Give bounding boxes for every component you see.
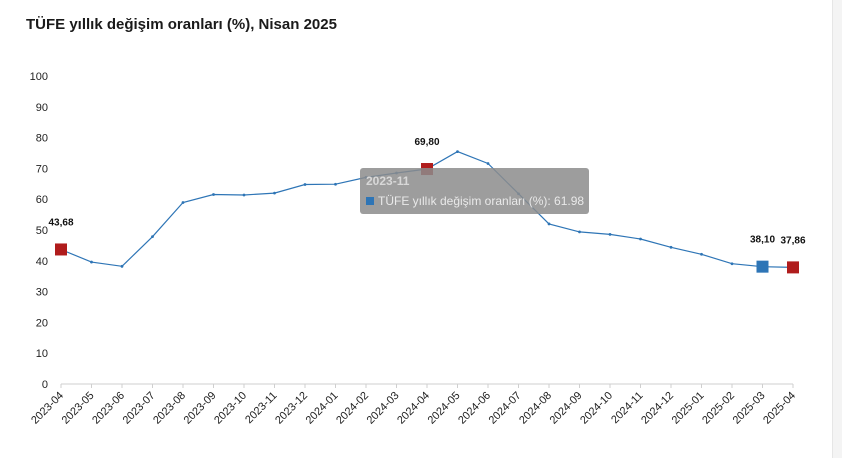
y-tick-label: 90 [36, 102, 48, 114]
data-point [303, 183, 307, 186]
data-point [486, 162, 490, 165]
x-tick-label: 2023-05 [60, 390, 97, 427]
x-tick-label: 2025-01 [670, 390, 707, 427]
x-tick-label: 2025-03 [731, 390, 768, 427]
y-tick-label: 50 [36, 225, 48, 237]
x-tick-label: 2023-10 [212, 390, 249, 427]
x-tick-label: 2025-04 [761, 390, 798, 427]
x-tick-label: 2023-07 [121, 390, 158, 427]
data-point [151, 235, 154, 239]
x-tick-label: 2024-02 [334, 390, 371, 427]
x-tick-label: 2023-04 [29, 390, 66, 427]
x-tick-label: 2024-08 [517, 390, 554, 427]
x-tick-label: 2024-03 [365, 390, 402, 427]
data-point [456, 150, 459, 154]
highlight-marker [787, 261, 799, 274]
y-tick-label: 30 [36, 287, 48, 299]
tooltip-series-swatch [366, 197, 374, 205]
data-point [639, 237, 642, 241]
data-label: 69,80 [414, 137, 439, 148]
data-point [669, 245, 673, 249]
y-tick-label: 10 [36, 348, 48, 360]
x-tick-label: 2023-08 [151, 390, 188, 427]
x-tick-label: 2024-04 [395, 390, 432, 427]
data-label: 38,10 [750, 235, 775, 246]
data-label: 37,86 [780, 235, 805, 246]
data-point [120, 264, 124, 268]
x-tick-label: 2023-06 [90, 390, 127, 427]
x-tick-label: 2024-01 [304, 390, 341, 427]
data-label: 43,68 [48, 217, 73, 228]
scrollbar-track[interactable] [832, 0, 842, 458]
data-point [242, 193, 246, 197]
y-tick-label: 70 [36, 163, 48, 175]
x-tick-label: 2023-12 [273, 390, 310, 427]
x-tick-label: 2024-05 [426, 390, 463, 427]
data-point [608, 232, 612, 236]
data-point [700, 252, 703, 256]
chart-tooltip: 2023-11 TÜFE yıllık değişim oranları (%)… [360, 168, 589, 214]
tooltip-date: 2023-11 [366, 174, 410, 188]
data-point [547, 222, 551, 226]
data-point [730, 262, 734, 266]
x-tick-label: 2025-02 [700, 390, 737, 427]
x-tick-label: 2024-06 [456, 390, 493, 427]
data-point [273, 191, 276, 195]
y-tick-label: 60 [36, 194, 48, 206]
y-tick-label: 80 [36, 133, 48, 145]
data-point [578, 230, 581, 234]
x-tick-label: 2024-07 [487, 390, 524, 427]
y-tick-label: 20 [36, 317, 48, 329]
tooltip-row: TÜFE yıllık değişim oranları (%): 61.98 [366, 194, 584, 208]
y-tick-label: 0 [42, 379, 48, 391]
data-point [181, 201, 185, 204]
data-point [334, 182, 337, 186]
x-tick-label: 2024-10 [578, 390, 615, 427]
x-tick-label: 2023-09 [182, 390, 219, 427]
highlight-marker [756, 260, 769, 273]
tooltip-series-value: TÜFE yıllık değişim oranları (%): 61.98 [378, 194, 585, 208]
data-point [90, 260, 93, 264]
chart-title: TÜFE yıllık değişim oranları (%), Nisan … [26, 16, 337, 33]
x-tick-label: 2024-09 [548, 390, 585, 427]
y-tick-label: 100 [30, 71, 48, 83]
y-tick-label: 40 [36, 256, 48, 268]
data-point [212, 193, 215, 196]
highlight-marker [55, 243, 67, 256]
x-tick-label: 2024-12 [639, 390, 676, 427]
